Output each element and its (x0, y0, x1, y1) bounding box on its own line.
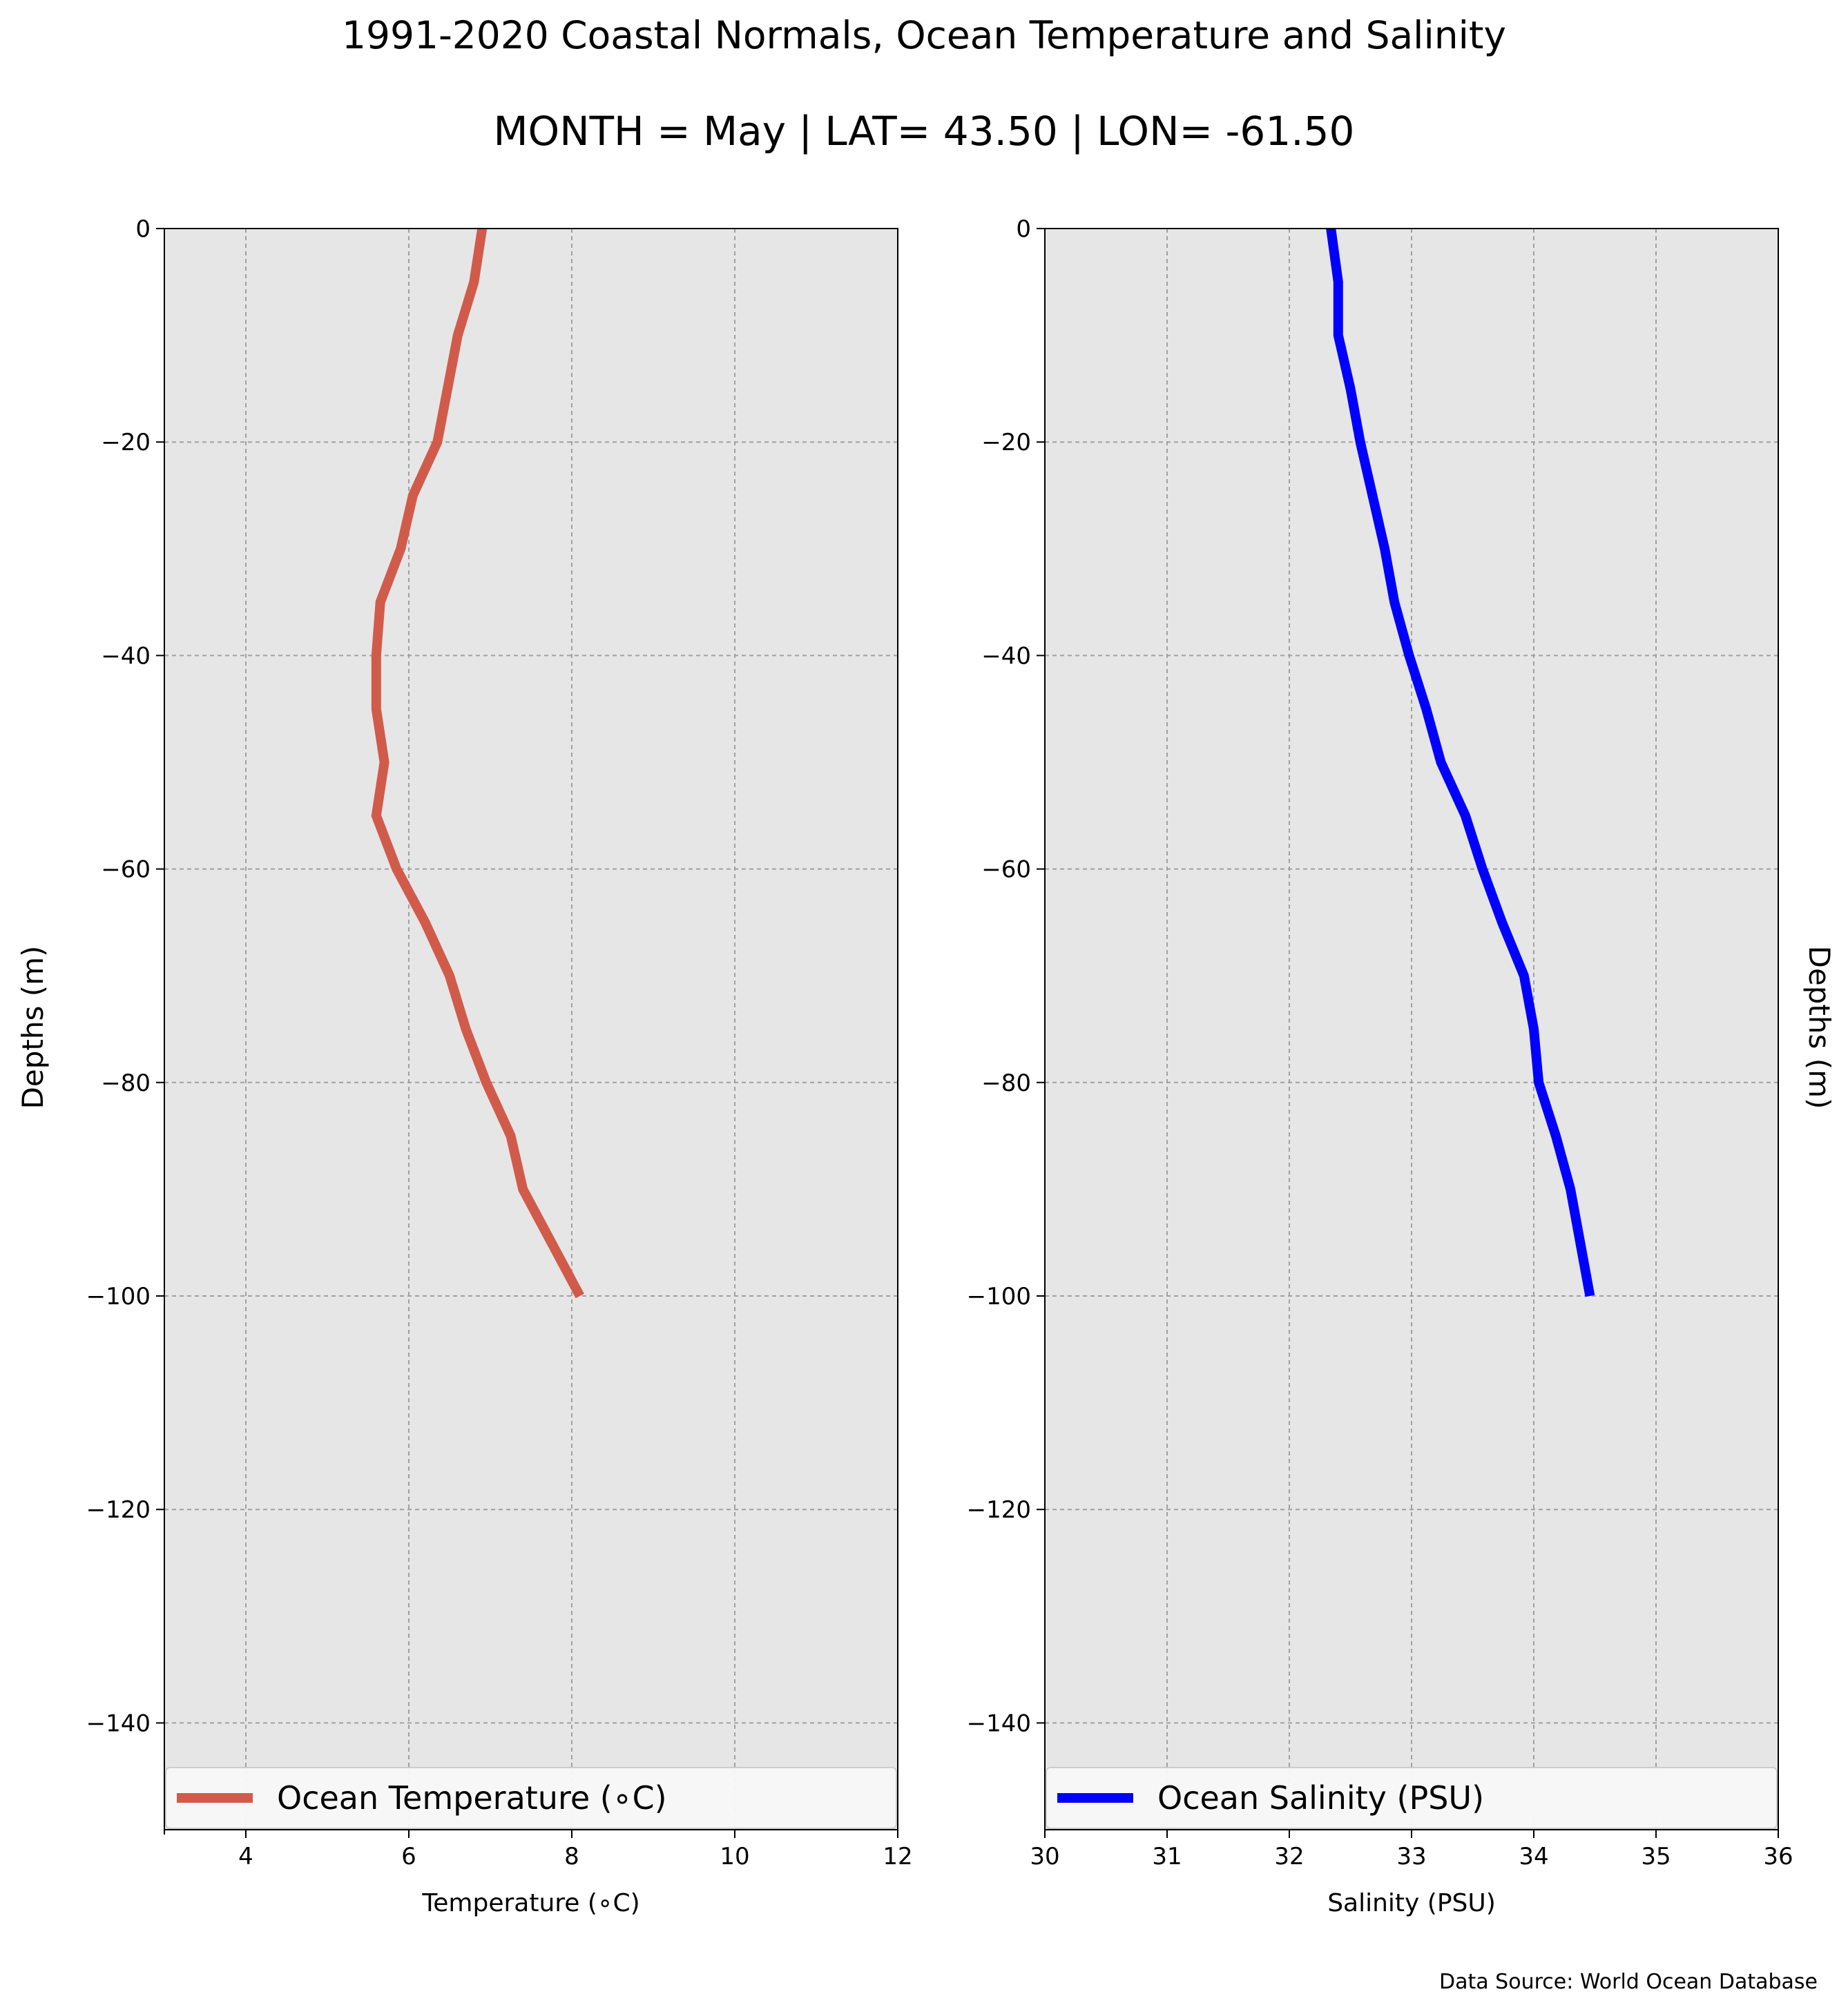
salinity-ytick-label-7: −140 (967, 1710, 1031, 1737)
temperature-point-2 (457, 335, 458, 336)
temperature-ytick-label-7: −140 (86, 1710, 151, 1737)
salinity-xtick-label-3: 33 (1396, 1843, 1426, 1870)
salinity-ytick-label-4: −80 (981, 1070, 1031, 1097)
data-source-note: Data Source: World Ocean Database (1439, 1970, 1818, 1994)
salinity-ytick-label-5: −100 (967, 1283, 1031, 1310)
temperature-point-18 (551, 1242, 552, 1243)
salinity-series-line (1326, 228, 1595, 1297)
temperature-legend-label: Ocean Temperature (∘C) (277, 1779, 667, 1817)
salinity-xtick-label-1: 31 (1152, 1843, 1182, 1870)
temperature-ytick-label-2: −40 (101, 642, 151, 670)
salinity-point-5 (1372, 495, 1373, 496)
temperature-legend: Ocean Temperature (∘C) (165, 1767, 897, 1829)
salinity-point-7 (1394, 602, 1395, 603)
temperature-legend-box (165, 1767, 897, 1829)
temperature-point-6 (380, 602, 381, 603)
temperature-panel: 0 −20 −40 −60 −80 −100 −120 −140 4 6 8 10 12 Temperat… (86, 215, 913, 1917)
temperature-xtick-label-0: 4 (238, 1843, 253, 1870)
salinity-point-9 (1426, 708, 1427, 709)
temperature-point-3 (437, 442, 438, 443)
temperature-point-19 (579, 1296, 580, 1297)
salinity-xtick-label-2: 32 (1274, 1843, 1304, 1870)
salinity-xtick-label-6: 36 (1763, 1843, 1793, 1870)
temperature-ytick-label-4: −80 (101, 1070, 151, 1097)
salinity-point-3 (1350, 388, 1351, 389)
salinity-ytick-label-3: −60 (981, 856, 1031, 884)
temperature-point-15 (486, 1082, 487, 1083)
salinity-panel: 0 −20 −40 −60 −80 −100 −120 −140 30 31 32 33 34 35 36 S… (967, 215, 1793, 1917)
temperature-point-9 (384, 762, 385, 763)
temperature-ytick-label-6: −120 (86, 1496, 151, 1524)
salinity-ytick-label-2: −40 (981, 642, 1031, 670)
salinity-ytick-label-6: −120 (967, 1496, 1031, 1524)
salinity-legend-label: Ocean Salinity (PSU) (1157, 1779, 1484, 1817)
temperature-xtick-label-3: 10 (720, 1843, 749, 1870)
temperature-xtick-label-1: 6 (401, 1843, 416, 1870)
salinity-xtick-label-4: 34 (1519, 1843, 1548, 1870)
salinity-xaxis-label: Salinity (PSU) (1327, 1889, 1496, 1917)
temperature-ytick-label-3: −60 (101, 856, 151, 884)
salinity-ytick-label-1: −20 (981, 429, 1031, 456)
salinity-legend-box (1046, 1767, 1778, 1829)
temperature-ytick-label-5: −100 (86, 1283, 151, 1310)
temperature-ytick-label-1: −20 (101, 429, 151, 456)
depth-axis-label-right: Depths (m) (1802, 946, 1836, 1110)
chart-subtitle: MONTH = May | LAT= 43.50 | LON= -61.50 (494, 108, 1355, 155)
salinity-plot-frame (1044, 228, 1779, 1830)
salinity-legend: Ocean Salinity (PSU) (1046, 1767, 1778, 1829)
salinity-ytick-label-0: 0 (1016, 215, 1031, 243)
salinity-xtick-label-0: 30 (1030, 1843, 1059, 1870)
salinity-xtick-label-5: 35 (1641, 1843, 1671, 1870)
temperature-xaxis-label: Temperature (∘C) (421, 1889, 639, 1917)
salinity-point-18 (1570, 1189, 1571, 1190)
temperature-xtick-label-4: 12 (883, 1843, 912, 1870)
chart-title: 1991-2020 Coastal Normals, Ocean Tempera… (342, 13, 1506, 57)
depth-axis-label-left: Depths (m) (16, 946, 50, 1110)
temperature-plot-area (164, 229, 898, 1830)
temperature-ytick-label-0: 0 (135, 215, 151, 243)
temperature-xtick-label-2: 8 (564, 1843, 579, 1870)
temperature-series-line (371, 227, 584, 1299)
temperature-point-4 (412, 495, 413, 496)
temperature-plot-frame (164, 228, 898, 1830)
